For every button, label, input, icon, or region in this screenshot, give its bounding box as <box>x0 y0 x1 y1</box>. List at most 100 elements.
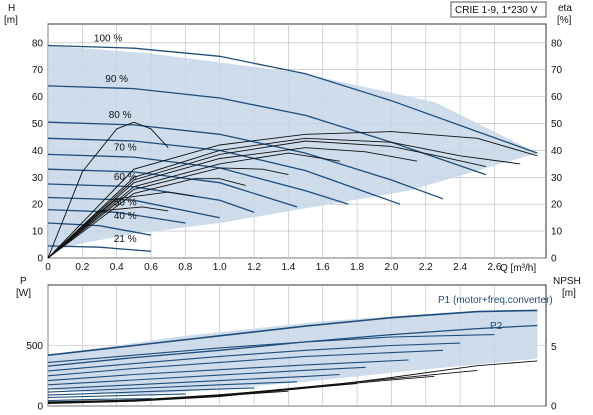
y-right-tick-label: 10 <box>551 227 563 238</box>
speed-curve <box>47 121 444 200</box>
x-tick-label: 2.2 <box>419 262 433 273</box>
model-label-box <box>450 1 547 18</box>
power-y-left-axis-label: P <box>20 276 27 287</box>
x-tick-label: 0.2 <box>75 262 89 273</box>
power-operating-region-area <box>48 310 538 396</box>
speed-curve <box>47 222 152 236</box>
y-right-tick-labels: 0 10 20 30 40 50 60 70 80 <box>551 38 563 264</box>
speed-curve <box>47 44 538 154</box>
x-tick-label: 2.4 <box>453 262 467 273</box>
x-tick-label: 0.8 <box>178 262 192 273</box>
efficiency-curve <box>47 121 169 259</box>
x-tick-labels: 0 0.2 0.4 0.6 0.8 1.0 1.2 1.4 1.6 1.8 2.0 2.2 2.4 2.6 <box>45 262 502 273</box>
y-right-axis-unit: [%] <box>557 15 572 26</box>
y-right-tick-label: 0 <box>551 254 557 265</box>
efficiency-curve <box>47 191 195 259</box>
y-right-tick-label: 20 <box>551 200 563 211</box>
series-label-p1: P1 (motor+freq.converter) <box>438 295 553 306</box>
y-right-tick-label: 80 <box>551 38 563 49</box>
y-left-tick-label: 40 <box>32 146 44 157</box>
speed-curve-label: 80 % <box>109 110 132 121</box>
npsh-curves <box>47 360 538 405</box>
speed-curves <box>47 44 538 252</box>
power-operating-region <box>48 310 538 396</box>
reduced-speed-power-curve <box>47 387 255 396</box>
npsh-y-right-tick-label: 5 <box>551 342 557 353</box>
reduced-speed-power-curve <box>47 393 186 399</box>
power-y-left-tick-label: 500 <box>26 341 43 352</box>
speed-curve-label: 70 % <box>114 142 137 153</box>
npsh-y-right-tick-label: 0 <box>551 402 557 413</box>
power-y-right-axis-label: NPSH <box>553 276 581 287</box>
speed-curve-labels: 100 % 90 % 80 % 70 % 60 % 50 % 40 % 21 % <box>94 33 137 244</box>
speed-curve <box>47 208 186 224</box>
y-left-tick-label: 20 <box>32 200 44 211</box>
power-y-left-tick-label: 0 <box>37 402 43 413</box>
power-y-right-axis-unit: [m] <box>562 288 576 299</box>
y-left-tick-label: 70 <box>32 65 44 76</box>
x-axis-label: Q [m³/h] <box>500 263 536 274</box>
reduced-speed-power-curve <box>47 342 461 372</box>
y-right-tick-label: 40 <box>551 146 563 157</box>
x-tick-label: 2.0 <box>384 262 398 273</box>
y-right-tick-label: 70 <box>551 65 563 76</box>
x-tick-label: 1.4 <box>281 262 295 273</box>
speed-curve <box>47 85 487 176</box>
npsh-curve <box>47 396 203 404</box>
y-left-tick-label: 0 <box>37 254 43 265</box>
x-tick-label: 0.4 <box>110 262 124 273</box>
efficiency-curve <box>47 178 246 259</box>
speed-curve <box>47 168 298 208</box>
speed-curve-label: 90 % <box>105 74 128 85</box>
series-line-p1 <box>47 309 538 356</box>
efficiency-curve <box>47 147 418 259</box>
y-left-axis-unit: [m] <box>4 15 18 26</box>
x-tick-label: 1.8 <box>350 262 364 273</box>
y-left-tick-label: 30 <box>32 173 44 184</box>
x-tick-label: 1.0 <box>213 262 227 273</box>
speed-curve-label: 40 % <box>114 211 137 222</box>
reduced-speed-power-curve <box>47 349 444 377</box>
y-right-tick-label: 60 <box>551 92 563 103</box>
efficiency-curves <box>47 121 538 259</box>
speed-curve-label: 100 % <box>94 33 122 44</box>
x-tick-label: 1.2 <box>247 262 261 273</box>
y-left-tick-label: 10 <box>32 227 44 238</box>
reduced-speed-power-curve <box>47 398 152 402</box>
speed-curve <box>47 245 152 252</box>
speed-curve-label: 50 % <box>114 198 137 209</box>
series-label-p2: P2 <box>490 321 503 332</box>
series-line-p2 <box>47 324 538 367</box>
reduced-speed-power-curve <box>47 373 340 390</box>
head-panel: 100 % 90 % 80 % 70 % 60 % 50 % 40 % 21 % 0 0.2 0.… <box>4 1 572 274</box>
efficiency-curve <box>47 167 289 259</box>
reduced-speed-power-curve <box>47 359 409 382</box>
y-left-axis-label: H <box>8 3 15 14</box>
speed-curve-label: 21 % <box>114 234 137 245</box>
reduced-speed-power-curves <box>47 334 495 402</box>
x-tick-label: 0 <box>45 262 51 273</box>
y-left-tick-label: 60 <box>32 92 44 103</box>
x-tick-label: 1.6 <box>316 262 330 273</box>
speed-curve-label: 60 % <box>114 172 137 183</box>
y-right-tick-label: 50 <box>551 119 563 130</box>
power-y-left-tick-labels: 0 500 <box>26 341 43 413</box>
y-right-tick-label: 30 <box>551 173 563 184</box>
power-series <box>47 309 538 367</box>
reduced-speed-power-curve <box>47 381 298 393</box>
speed-curve <box>47 196 220 219</box>
reduced-speed-power-curve <box>47 366 366 386</box>
reduced-speed-power-curve <box>47 334 495 363</box>
x-tick-label: 0.6 <box>144 262 158 273</box>
npsh-y-right-tick-labels: 05 <box>551 342 557 412</box>
y-left-tick-labels: 0 10 20 30 40 50 60 70 80 <box>32 38 44 264</box>
x-tick-label: 2.6 <box>488 262 502 273</box>
efficiency-curve <box>47 206 169 259</box>
model-label: CRIE 1-9, 1*230 V <box>455 5 538 16</box>
y-right-axis-label: eta <box>558 3 572 14</box>
y-left-tick-label: 80 <box>32 38 44 49</box>
efficiency-curve <box>47 131 538 259</box>
